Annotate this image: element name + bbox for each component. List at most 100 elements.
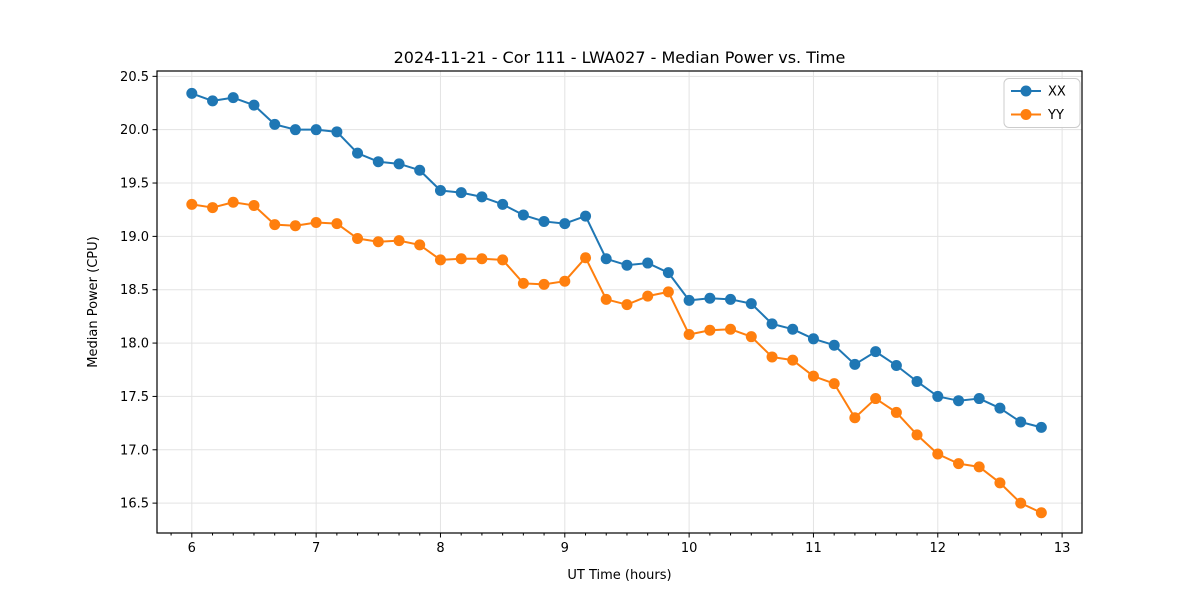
series-YY-marker: [248, 199, 260, 211]
series-XX-marker: [953, 395, 965, 407]
series-XX-marker: [372, 156, 384, 168]
series-XX-marker: [828, 339, 840, 351]
y-tick-label: 19.5: [120, 177, 149, 192]
series-YY-marker: [621, 299, 633, 311]
series-XX-marker: [559, 218, 571, 230]
series-YY-marker: [787, 354, 799, 366]
legend-label: XX: [1048, 85, 1066, 100]
series-XX-marker: [517, 209, 529, 221]
series-YY-marker: [973, 461, 985, 473]
series-XX-marker: [497, 198, 509, 210]
series-XX-marker: [745, 298, 757, 310]
series-YY-marker: [455, 253, 467, 265]
grid-lines: [157, 71, 1082, 533]
series-YY-marker: [1015, 497, 1027, 509]
series-YY-marker: [704, 324, 716, 336]
series-YY-marker: [807, 370, 819, 382]
y-tick-label: 19.0: [120, 230, 149, 245]
legend-label: YY: [1047, 108, 1064, 123]
series-YY-marker: [331, 218, 343, 230]
series-YY-marker: [600, 293, 612, 305]
series-YY-marker: [849, 412, 861, 424]
series-YY-marker: [932, 448, 944, 460]
y-tick-label: 16.5: [120, 497, 149, 512]
series-YY-marker: [434, 254, 446, 266]
series-XX-marker: [849, 358, 861, 370]
series-YY-marker: [289, 220, 301, 232]
series-YY-marker: [911, 429, 923, 441]
series-XX-marker: [186, 87, 198, 99]
series-XX-marker: [455, 187, 467, 199]
series-XX-marker: [683, 294, 695, 306]
series-YY-marker: [372, 236, 384, 248]
legend-item-XX: XX: [1011, 85, 1066, 100]
series-XX-marker: [289, 124, 301, 136]
chart-title: 2024-11-21 - Cor 111 - LWA027 - Median P…: [394, 48, 846, 67]
series-YY-marker: [642, 290, 654, 302]
series-YY-marker: [352, 233, 364, 245]
x-tick-label: 11: [805, 541, 822, 556]
x-tick-label: 8: [436, 541, 444, 556]
series-YY-marker: [538, 278, 550, 290]
series-YY-marker: [310, 217, 322, 229]
series-YY-marker: [870, 393, 882, 405]
legend-marker-sample: [1020, 109, 1032, 120]
y-tick-label: 20.0: [120, 123, 149, 138]
series-XX-marker: [476, 191, 488, 203]
x-tick-label: 9: [561, 541, 569, 556]
series-XX-marker: [1015, 416, 1027, 428]
series-YY-marker: [683, 329, 695, 341]
series-YY-marker: [580, 252, 592, 264]
y-tick-label: 18.0: [120, 337, 149, 352]
series-YY-marker: [414, 239, 426, 251]
series-YY-marker: [517, 277, 529, 289]
series-XX-marker: [621, 259, 633, 271]
legend: XX YY: [1003, 78, 1081, 128]
y-tick-label: 17.5: [120, 390, 149, 405]
series-YY-marker: [890, 406, 902, 418]
x-tick-label: 10: [681, 541, 698, 556]
series-XX-marker: [704, 292, 716, 304]
series-XX-marker: [227, 92, 239, 104]
series-YY-marker: [1035, 507, 1047, 519]
legend-box: [1003, 78, 1081, 128]
series-XX-marker: [1035, 421, 1047, 433]
series-XX-marker: [414, 164, 426, 176]
series-YY-marker: [207, 202, 219, 214]
series-XX-marker: [434, 185, 446, 196]
series-XX-marker: [932, 390, 944, 402]
x-axis-label: UT Time (hours): [567, 568, 671, 583]
series-YY: [186, 196, 1047, 519]
series-XX-marker: [973, 393, 985, 405]
series-XX-marker: [600, 253, 612, 265]
series-XX-marker: [269, 118, 281, 130]
series-YY-marker: [828, 378, 840, 390]
legend-marker-sample: [1020, 85, 1032, 97]
series-YY-marker: [662, 286, 674, 298]
series-YY-marker: [497, 254, 509, 266]
series-XX-marker: [911, 375, 923, 387]
series-XX-marker: [352, 147, 364, 159]
series-YY-marker: [745, 331, 757, 343]
series-XX-marker: [870, 346, 882, 358]
series-YY-marker: [186, 198, 198, 210]
series-YY-marker: [994, 477, 1006, 489]
series-XX-marker: [310, 124, 322, 136]
series-XX-marker: [642, 257, 654, 269]
y-axis-label: Median Power (CPU): [86, 236, 101, 367]
legend-item-YY: YY: [1011, 108, 1064, 123]
series-XX-marker: [994, 402, 1006, 414]
series-YY-marker: [269, 219, 281, 231]
y-tick-label: 18.5: [120, 283, 149, 298]
series-XX-marker: [248, 99, 260, 111]
series-XX-marker: [662, 267, 674, 279]
plot-border: [156, 70, 1083, 534]
x-tick-label: 12: [930, 541, 947, 556]
y-tick-label: 17.0: [120, 443, 149, 458]
y-tick-label: 20.5: [120, 70, 149, 85]
series-XX-marker: [538, 215, 550, 227]
series-XX-marker: [331, 126, 343, 138]
series-YY-marker: [766, 351, 778, 363]
